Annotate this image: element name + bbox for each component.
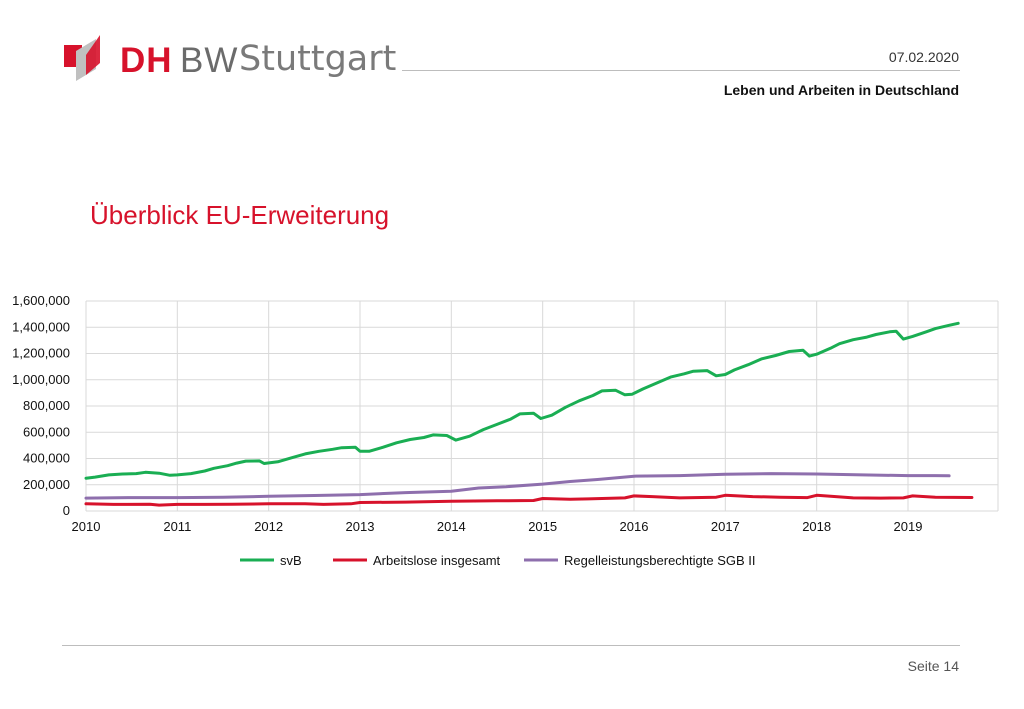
- x-tick-label: 2014: [437, 519, 466, 534]
- y-tick-label: 0: [63, 503, 70, 518]
- logo-text-bw: BW: [180, 41, 239, 80]
- y-tick-label: 1,400,000: [12, 319, 70, 334]
- header-date: 07.02.2020: [888, 49, 959, 65]
- x-tick-label: 2012: [254, 519, 283, 534]
- y-tick-label: 800,000: [23, 398, 70, 413]
- y-tick-label: 200,000: [23, 477, 70, 492]
- x-tick-label: 2016: [620, 519, 649, 534]
- header-title: Leben und Arbeiten in Deutschland: [723, 82, 959, 98]
- header-divider: [402, 70, 960, 71]
- x-tick-label: 2019: [894, 519, 923, 534]
- y-tick-label: 1,600,000: [12, 293, 70, 308]
- x-tick-label: 2010: [72, 519, 101, 534]
- legend-label: Arbeitslose insgesamt: [373, 553, 501, 568]
- y-tick-label: 1,200,000: [12, 346, 70, 361]
- page-number: Seite 14: [907, 658, 959, 674]
- y-tick-label: 1,000,000: [12, 372, 70, 387]
- x-tick-label: 2018: [802, 519, 831, 534]
- x-tick-label: 2013: [346, 519, 375, 534]
- series-line-svb: [84, 321, 960, 480]
- dhbw-logo-mark: [64, 35, 100, 81]
- footer-divider: [62, 645, 960, 646]
- series-line-arbeitslose: [84, 493, 974, 507]
- logo-text-city: Stuttgart: [239, 39, 397, 79]
- legend-label: Regelleistungsberechtigte SGB II: [564, 553, 756, 568]
- x-tick-label: 2017: [711, 519, 740, 534]
- line-chart: 0 200,000 400,000 600,000 800,000 1,000,000 1,…: [12, 293, 999, 568]
- dhbw-stuttgart-logo: DH BW Stuttgart: [62, 33, 396, 83]
- series-line-sgb: [84, 472, 951, 500]
- x-tick-label: 2015: [528, 519, 557, 534]
- legend-label: svB: [280, 553, 302, 568]
- y-tick-label: 600,000: [23, 424, 70, 439]
- slide-title: Überblick EU-Erweiterung: [90, 200, 390, 230]
- logo-text-dh: DH: [120, 41, 173, 80]
- x-tick-label: 2011: [163, 519, 191, 534]
- y-tick-label: 400,000: [23, 451, 70, 466]
